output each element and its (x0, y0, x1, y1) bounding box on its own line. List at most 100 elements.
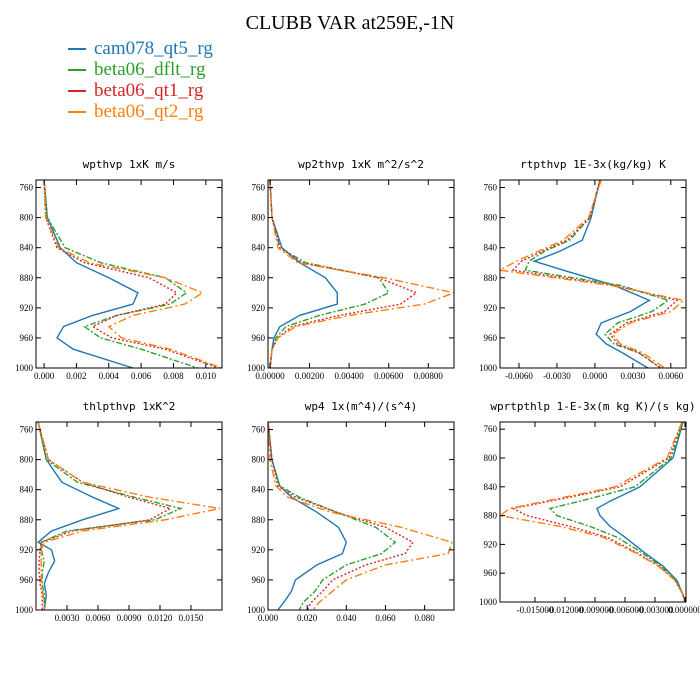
y-tick-label: 1000 (15, 363, 34, 373)
x-tick-label: -0.012000 (547, 605, 584, 615)
legend-label: beta06_qt1_rg (94, 80, 204, 101)
y-tick-label: 1000 (479, 363, 498, 373)
y-tick-label: 920 (252, 545, 266, 555)
y-tick-label: 960 (252, 333, 266, 343)
y-tick-label: 960 (484, 568, 498, 578)
legend-swatch (68, 47, 86, 50)
x-tick-label: -0.003000 (637, 605, 674, 615)
x-tick-label: 0.00400 (335, 371, 365, 381)
x-tick-label: 0.0000 (583, 371, 608, 381)
chart-title: wpthvp 1xK m/s (83, 158, 176, 171)
y-tick-label: 840 (20, 485, 34, 495)
chart-panel-1: wpthvp 1xK m/s76080084088092096010000.00… (15, 158, 223, 381)
y-tick-label: 760 (20, 183, 34, 193)
y-tick-label: 880 (20, 273, 34, 283)
y-tick-label: 800 (484, 213, 498, 223)
series-line-beta06_qt1_rg (510, 422, 686, 602)
series-line-cam078_qt5_rg (269, 180, 338, 368)
series-line-beta06_dflt_rg (548, 422, 686, 602)
chart-panel-4: thlpthvp 1xK^2 760 800 840 880 920 960 1000 0.00… (15, 400, 223, 623)
legend-label: beta06_dflt_rg (94, 59, 206, 80)
y-tick-label: 800 (252, 213, 266, 223)
chart-title: wp4 1x(m^4)/(s^4) (305, 400, 418, 413)
x-tick-label: 0.060 (375, 613, 396, 623)
series-line-beta06_qt2_rg (268, 422, 453, 610)
x-tick-label: 0.010 (196, 371, 217, 381)
y-tick-label: 800 (484, 453, 498, 463)
series-line-cam078_qt5_rg (268, 422, 348, 610)
legend-entry: beta06_qt2_rg (68, 101, 213, 122)
x-tick-label: 0.002 (66, 371, 86, 381)
y-tick-label: 880 (252, 273, 266, 283)
x-tick-label: -0.0030 (543, 371, 571, 381)
series-line-cam078_qt5_rg (532, 180, 651, 368)
series-line-beta06_qt2_rg (37, 422, 221, 610)
legend-entry: cam078_qt5_rg (68, 38, 213, 59)
chart-title: wprtpthlp 1-E-3x(m kg K)/(s kg) (490, 400, 695, 413)
y-tick-label: 760 (252, 425, 266, 435)
y-tick-label: 800 (20, 213, 34, 223)
plot-frame (499, 179, 687, 369)
series-line-beta06_dflt_rg (524, 180, 670, 368)
legend-label: cam078_qt5_rg (94, 38, 213, 59)
y-tick-label: 920 (20, 545, 34, 555)
y-tick-label: 760 (252, 183, 266, 193)
legend-swatch (68, 68, 86, 71)
series-line-beta06_qt1_rg (37, 422, 173, 610)
x-tick-label: 0.0090 (117, 613, 142, 623)
y-tick-label: 760 (484, 424, 498, 434)
x-tick-label: 0.020 (297, 613, 318, 623)
series-line-cam078_qt5_rg (596, 422, 686, 602)
y-tick-label: 960 (20, 575, 34, 585)
x-tick-label: 0.040 (336, 613, 357, 623)
y-tick-label: 760 (484, 183, 498, 193)
plot-frame (35, 421, 223, 611)
y-tick-label: 800 (20, 455, 34, 465)
series-line-cam078_qt5_rg (43, 180, 139, 368)
series-line-beta06_dflt_rg (268, 422, 397, 610)
x-tick-label: 0.000000 (668, 605, 700, 615)
plot-frame (499, 421, 687, 603)
x-tick-label: 0.0060 (658, 371, 683, 381)
series-line-cam078_qt5_rg (36, 422, 121, 610)
y-tick-label: 880 (252, 515, 266, 525)
y-tick-label: 880 (484, 273, 498, 283)
x-tick-label: 0.00000 (255, 371, 285, 381)
x-tick-label: -0.015000 (517, 605, 554, 615)
y-tick-label: 840 (252, 485, 266, 495)
y-tick-label: 1000 (15, 605, 34, 615)
y-tick-label: 880 (484, 511, 498, 521)
legend-swatch (68, 89, 86, 92)
series-line-beta06_dflt_rg (269, 180, 390, 368)
series-line-beta06_dflt_rg (43, 180, 198, 368)
x-tick-label: 0.006 (131, 371, 152, 381)
plot-frame (267, 421, 455, 611)
x-tick-label: -0.009000 (577, 605, 614, 615)
chart-title: wp2thvp 1xK m^2/s^2 (298, 158, 424, 171)
x-tick-label: -0.006000 (607, 605, 644, 615)
series-line-beta06_qt1_rg (269, 180, 418, 368)
y-tick-label: 840 (20, 243, 34, 253)
y-tick-label: 1000 (247, 363, 266, 373)
chart-title: rtpthvp 1E-3x(kg/kg) K (520, 158, 666, 171)
chart-panel-5: wp4 1x(m^4)/(s^4)76080084088092096010000… (247, 400, 455, 623)
series-line-beta06_qt2_rg (500, 422, 686, 602)
y-tick-label: 840 (484, 482, 498, 492)
x-tick-label: 0.0030 (55, 613, 80, 623)
x-tick-label: 0.0060 (86, 613, 111, 623)
chart-panel-2: wp2thvp 1xK m^2/s^2 760 800 840 880 920 960 100… (247, 158, 455, 381)
x-tick-label: 0.0030 (620, 371, 645, 381)
plot-frame (35, 179, 223, 369)
y-tick-label: 960 (484, 333, 498, 343)
x-tick-label: 0.00800 (414, 371, 444, 381)
chart-title: thlpthvp 1xK^2 (83, 400, 176, 413)
x-tick-label: 0.00600 (374, 371, 404, 381)
series-line-beta06_qt2_rg (43, 180, 222, 368)
series-line-beta06_qt1_rg (268, 422, 414, 610)
y-tick-label: 960 (20, 333, 34, 343)
chart-panel-6: wprtpthlp 1-E-3x(m kg K)/(s kg) 760 800 840… (479, 400, 700, 615)
y-tick-label: 800 (252, 455, 266, 465)
x-tick-label: 0.008 (163, 371, 184, 381)
legend-entry: beta06_dflt_rg (68, 59, 213, 80)
